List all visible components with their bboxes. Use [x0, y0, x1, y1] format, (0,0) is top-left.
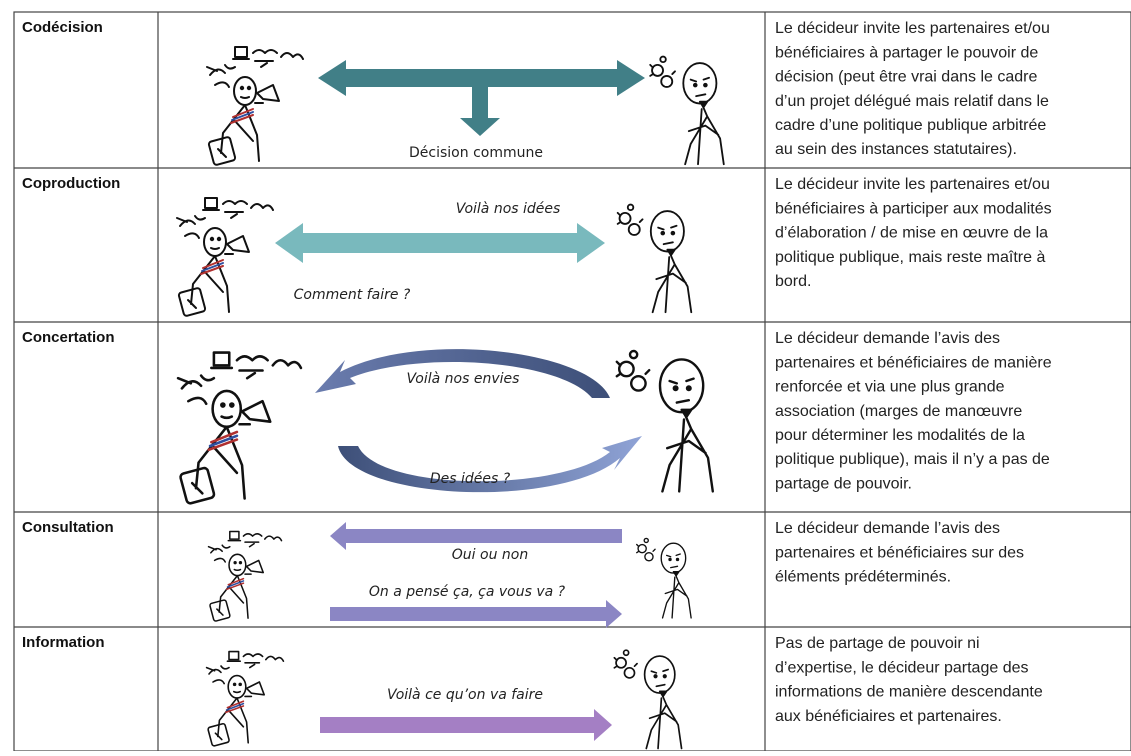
row-label: Codécision — [22, 19, 103, 36]
table-row: Information Voilà ce qu’on va faire Pas de… — [22, 634, 1043, 750]
description-line: partenaires et bénéficiaires de manière — [775, 354, 1052, 371]
leader-figure — [176, 197, 274, 318]
down-arrow — [460, 86, 500, 136]
right-arrow — [320, 709, 612, 741]
thinker-figure — [649, 55, 725, 166]
leader-figure — [205, 650, 285, 748]
right-arrow — [330, 600, 622, 628]
table-row: Codécision Décision commune Le décideur in… — [22, 19, 1050, 167]
description-line: association (marges de manœuvre — [775, 403, 1022, 420]
leader-figure — [207, 530, 283, 623]
leader-figure — [176, 351, 303, 506]
arrow-caption: On a pensé ça, ça vous va ? — [369, 584, 566, 600]
table-row: Concertation Voilà nos envies Des idées ? L… — [22, 329, 1052, 506]
curved-arrow — [315, 349, 610, 398]
description-line: bénéficiaires à participer aux modalités — [775, 200, 1052, 217]
double-arrow — [318, 60, 645, 96]
thinker-figure — [615, 349, 714, 493]
row-label: Consultation — [22, 519, 114, 536]
arrow-caption: Voilà ce qu’on va faire — [387, 687, 543, 703]
arrow-caption: Voilà nos envies — [407, 371, 520, 387]
description-line: au sein des instances statutaires). — [775, 141, 1017, 158]
row-label: Concertation — [22, 329, 115, 346]
description-line: bénéficiaires à partager le pouvoir de — [775, 44, 1038, 61]
left-arrow — [330, 522, 622, 550]
description-line: aux bénéficiaires et partenaires. — [775, 708, 1002, 725]
description-line: décision (peut être vrai dans le cadre — [775, 69, 1037, 86]
description-line: partage de pouvoir. — [775, 475, 912, 492]
table-row: Coproduction Voilà nos idées Comment faire… — [22, 175, 1052, 318]
table-row: Consultation Oui ou non On a pensé ça, ça … — [22, 519, 1024, 628]
description-line: Pas de partage de pouvoir ni — [775, 635, 980, 652]
thinker-figure — [635, 537, 692, 619]
description-line: cadre d’une politique publique arbitrée — [775, 117, 1046, 134]
description-line: informations de manière descendante — [775, 684, 1043, 701]
double-arrow — [275, 223, 605, 263]
description-line: d’élaboration / de mise en œuvre de la — [775, 225, 1048, 242]
description-line: politique publique, mais reste maître à — [775, 249, 1045, 266]
description-line: Le décideur invite les partenaires et/ou — [775, 176, 1050, 193]
arrow-caption: Décision commune — [409, 145, 543, 161]
row-label: Information — [22, 634, 105, 651]
description-line: d’un projet délégué mais relatif dans le — [775, 93, 1049, 110]
leader-figure — [206, 46, 304, 167]
curved-arrow — [338, 436, 642, 493]
arrow-caption: Oui ou non — [452, 547, 528, 563]
description-line: pour déterminer les modalités de la — [775, 427, 1025, 444]
description-line: éléments prédéterminés. — [775, 569, 951, 586]
description-line: d’expertise, le décideur partage des — [775, 659, 1029, 676]
table-content: Codécision Décision commune Le décideur in… — [22, 19, 1052, 750]
arrow-caption: Comment faire ? — [294, 287, 411, 303]
description-line: renforcée et via une plus grande — [775, 379, 1005, 396]
description-line: Le décideur demande l’avis des — [775, 330, 1000, 347]
description-line: partenaires et bénéficiaires sur des — [775, 544, 1024, 561]
description-line: bord. — [775, 273, 811, 290]
thinker-figure — [616, 203, 693, 314]
arrow-caption: Des idées ? — [430, 471, 511, 487]
arrow-caption: Voilà nos idées — [456, 201, 561, 217]
row-label: Coproduction — [22, 175, 120, 192]
description-line: Le décideur invite les partenaires et/ou — [775, 20, 1050, 37]
thinker-figure — [613, 649, 683, 750]
description-line: politique publique), mais il n’y a pas d… — [775, 451, 1050, 468]
description-line: Le décideur demande l’avis des — [775, 520, 1000, 537]
